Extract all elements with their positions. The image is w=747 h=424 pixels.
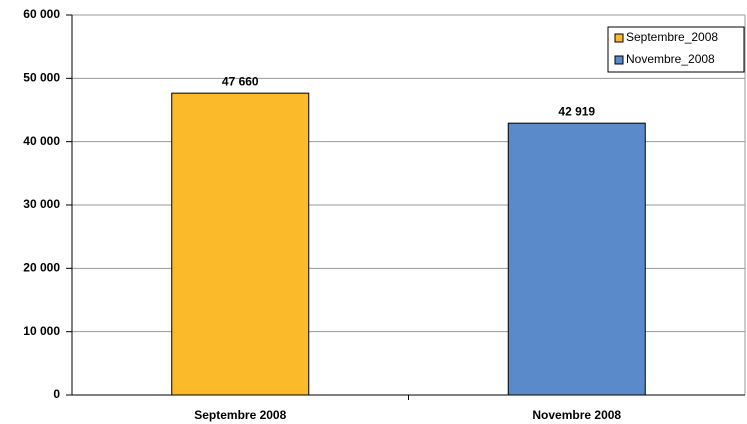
legend-label: Septembre_2008 <box>626 30 718 44</box>
y-tick-label: 50 000 <box>23 71 60 85</box>
bar <box>507 122 646 396</box>
y-tick-label: 20 000 <box>23 261 60 275</box>
y-tick-label: 40 000 <box>23 134 60 148</box>
legend-box <box>607 26 745 73</box>
y-tick-label: 60 000 <box>23 7 60 21</box>
y-tick-label: 0 <box>53 387 60 401</box>
bar <box>171 92 310 396</box>
x-tick-label: Novembre 2008 <box>532 408 621 422</box>
value-label: 47 660 <box>222 74 259 88</box>
legend-label: Novembre_2008 <box>626 52 715 66</box>
value-label: 42 919 <box>558 104 595 118</box>
y-tick-label: 10 000 <box>23 324 60 338</box>
legend-swatch <box>614 55 624 65</box>
legend-swatch <box>614 33 624 43</box>
y-tick-label: 30 000 <box>23 197 60 211</box>
x-tick-label: Septembre 2008 <box>194 408 286 422</box>
